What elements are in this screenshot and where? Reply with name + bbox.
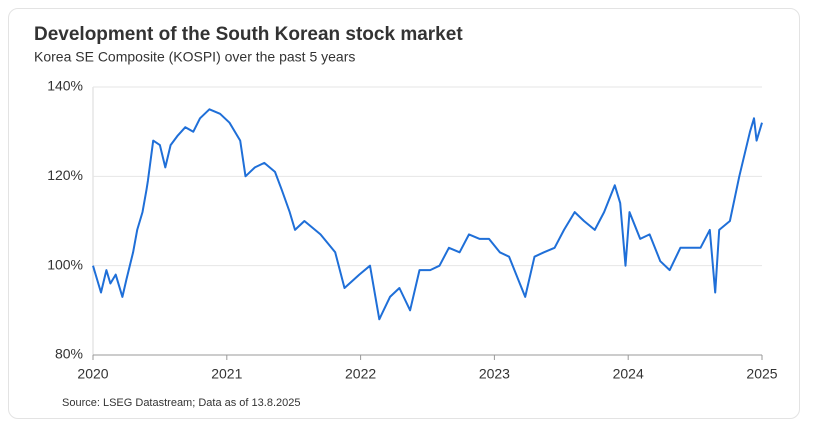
x-tick-label: 2025 — [746, 366, 777, 382]
x-tick-label: 2020 — [77, 366, 108, 382]
x-tick-label: 2021 — [211, 366, 242, 382]
x-tick-label: 2024 — [613, 366, 644, 382]
data-line — [92, 108, 763, 321]
x-tick-label: 2022 — [345, 366, 376, 382]
chart-title: Development of the South Korean stock ma… — [34, 24, 463, 45]
x-tick-label: 2023 — [479, 366, 510, 382]
card — [8, 8, 800, 419]
y-tick-label: 100% — [47, 256, 83, 272]
source-note: Source: LSEG Datastream; Data as of 13.8… — [62, 397, 300, 409]
y-tick-label: 80% — [55, 346, 83, 362]
y-tick-label: 140% — [47, 78, 83, 94]
y-tick-label: 120% — [47, 167, 83, 183]
chart-subtitle: Korea SE Composite (KOSPI) over the past… — [34, 49, 355, 65]
